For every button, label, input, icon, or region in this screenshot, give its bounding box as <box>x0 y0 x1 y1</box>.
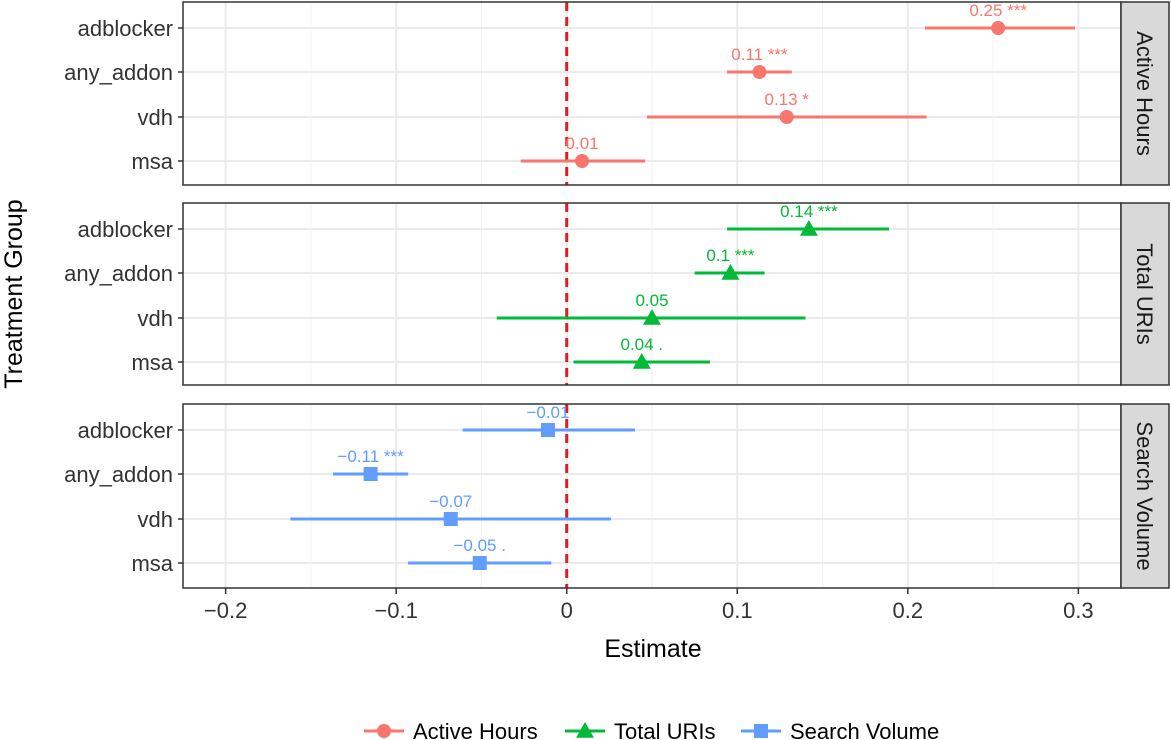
facet-strip <box>1120 403 1170 589</box>
data-point-adblocker: 0.25 *** <box>924 1 1075 35</box>
x-axis: −0.2 −0.1 0 0.1 0.2 0.3 <box>204 588 1094 623</box>
y-tick-label: adblocker <box>78 217 173 242</box>
estimate-label: 0.1 *** <box>706 246 755 265</box>
point-marker <box>632 353 651 369</box>
point-marker <box>991 21 1006 35</box>
y-axis-title: Treatment Group <box>0 199 28 388</box>
legend-marker <box>377 724 391 738</box>
y-tick-label: any_addon <box>64 462 173 487</box>
legend-item-total-uris: Total URIs <box>565 719 715 740</box>
estimate-label: 0.25 *** <box>969 1 1027 20</box>
point-marker <box>472 556 487 570</box>
point-marker <box>721 264 740 280</box>
facet-strip-label: Total URIs <box>1132 243 1157 344</box>
legend-item-active-hours: Active Hours <box>364 719 538 740</box>
data-point-msa: 0.04 . <box>573 335 710 369</box>
data-point-vdh: −0.07 <box>290 492 612 526</box>
y-tick-label: msa <box>131 551 173 576</box>
legend: Active Hours Total URIs Search Volume <box>364 719 939 740</box>
estimate-label: −0.01 <box>526 403 569 422</box>
estimate-label: −0.05 . <box>454 536 506 555</box>
data-point-adblocker: 0.14 *** <box>727 202 890 236</box>
point-marker <box>643 309 661 325</box>
y-tick-label: msa <box>131 350 173 375</box>
x-tick-label: −0.1 <box>374 598 417 623</box>
data-point-any_addon: 0.1 *** <box>694 246 765 280</box>
point-marker <box>443 512 458 526</box>
x-tick-label: 0.1 <box>722 598 753 623</box>
facet-strip-label: Active Hours <box>1132 31 1157 156</box>
y-tick-label: any_addon <box>64 60 173 85</box>
x-tick-label: 0 <box>561 598 573 623</box>
y-tick-label: vdh <box>138 507 173 532</box>
data-point-vdh: 0.05 <box>496 291 806 325</box>
estimate-label: 0.14 *** <box>780 202 838 221</box>
y-tick-label: vdh <box>138 306 173 331</box>
x-tick-label: 0.3 <box>1063 598 1094 623</box>
data-point-any_addon: 0.11 *** <box>727 45 792 79</box>
estimate-label: 0.13 * <box>765 90 810 109</box>
estimate-label: 0.05 <box>635 291 668 310</box>
x-tick-label: −0.2 <box>204 598 247 623</box>
data-point-msa: 0.01 <box>520 134 646 168</box>
legend-marker <box>576 722 594 738</box>
estimate-label: 0.01 <box>566 134 599 153</box>
point-marker <box>779 110 794 124</box>
estimate-label: −0.07 <box>429 492 472 511</box>
point-marker <box>799 220 818 236</box>
y-tick-label: adblocker <box>78 418 173 443</box>
legend-label: Total URIs <box>614 719 715 740</box>
facet-strip-label: Search Volume <box>1132 421 1157 570</box>
legend-marker <box>754 724 768 738</box>
legend-item-search-volume: Search Volume <box>741 719 939 740</box>
data-point-adblocker: −0.01 <box>462 403 635 437</box>
legend-label: Search Volume <box>790 719 939 740</box>
x-axis-title: Estimate <box>604 635 701 663</box>
point-marker <box>752 65 767 79</box>
legend-label: Active Hours <box>413 719 538 740</box>
data-point-vdh: 0.13 * <box>646 90 927 124</box>
data-point-any_addon: −0.11 *** <box>333 447 409 481</box>
point-marker <box>363 467 378 481</box>
estimate-label: −0.11 *** <box>337 447 404 466</box>
point-marker <box>540 423 555 437</box>
y-tick-label: adblocker <box>78 16 173 41</box>
estimate-label: 0.11 *** <box>731 45 788 64</box>
y-tick-label: msa <box>131 149 173 174</box>
point-marker <box>575 154 590 168</box>
estimate-label: 0.04 . <box>620 335 663 354</box>
facet-strip <box>1120 202 1170 386</box>
facet-strip <box>1120 1 1170 186</box>
y-tick-label: any_addon <box>64 261 173 286</box>
x-tick-label: 0.2 <box>893 598 924 623</box>
y-tick-label: vdh <box>138 105 173 130</box>
data-point-msa: −0.05 . <box>408 536 552 570</box>
